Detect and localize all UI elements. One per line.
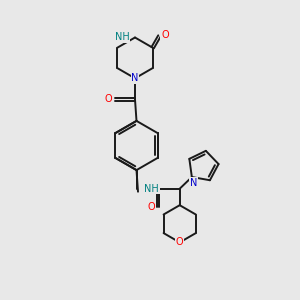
Text: O: O bbox=[176, 237, 184, 248]
Text: O: O bbox=[161, 29, 169, 40]
Text: N: N bbox=[190, 178, 197, 188]
Text: N: N bbox=[131, 73, 139, 83]
Text: O: O bbox=[104, 94, 112, 104]
Text: NH: NH bbox=[144, 184, 159, 194]
Text: O: O bbox=[148, 202, 155, 212]
Text: NH: NH bbox=[115, 32, 130, 43]
